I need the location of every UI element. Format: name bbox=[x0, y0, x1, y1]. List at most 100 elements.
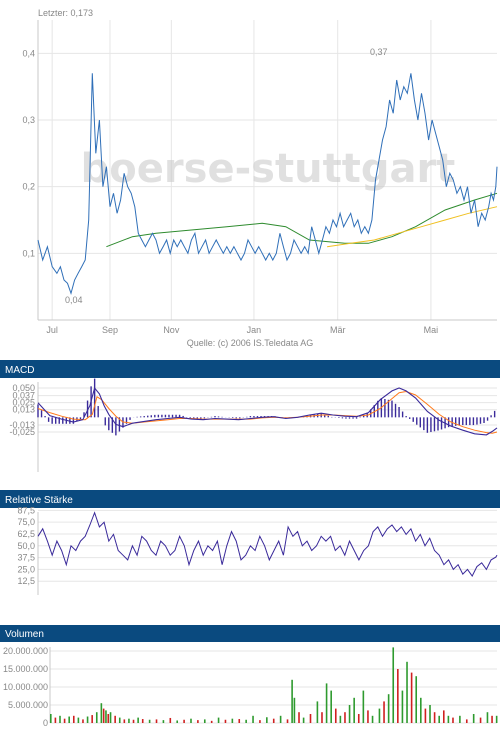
ma_short-line bbox=[327, 206, 498, 248]
volume-bar bbox=[86, 716, 89, 723]
volume-tick-label: 20.000.000 bbox=[3, 646, 48, 656]
rsi-title: Relative Stärke bbox=[5, 495, 73, 506]
volume-bar bbox=[447, 715, 450, 723]
watermark: boerse-stuttgart bbox=[81, 146, 456, 192]
volume-bar bbox=[392, 647, 395, 723]
volume-bar bbox=[378, 708, 381, 723]
volume-bar bbox=[197, 720, 199, 723]
price-y-tick-label: 0,4 bbox=[22, 48, 35, 58]
volume-bar bbox=[486, 712, 489, 723]
volume-bar bbox=[424, 708, 427, 723]
rsi-chart: Relative Stärke 87,5 75,0 62,5 50,0 37,525,0… bbox=[0, 490, 500, 595]
price-y-tick-label: 0,2 bbox=[22, 182, 35, 192]
volume-bar bbox=[452, 717, 454, 723]
volume-bar bbox=[348, 705, 351, 723]
volume-bar bbox=[266, 717, 268, 723]
rsi-y-tick-label: 75,0 bbox=[17, 517, 35, 527]
volume-bar bbox=[72, 715, 75, 723]
volume-bar bbox=[479, 717, 482, 723]
signal-line bbox=[37, 390, 498, 434]
volume-bar bbox=[491, 715, 493, 723]
price-series bbox=[37, 73, 498, 295]
macd-title: MACD bbox=[5, 365, 34, 376]
macd-y-tick-label: -0,025 bbox=[9, 427, 35, 437]
volume-bar bbox=[183, 719, 185, 723]
volume-bar bbox=[59, 715, 61, 723]
macd-series bbox=[37, 378, 498, 436]
volume-bar bbox=[334, 708, 337, 723]
volume-chart: Volumen 20.000.000 15.000.000 10.000.000 5.… bbox=[0, 625, 500, 728]
volume-bar bbox=[383, 701, 385, 723]
price-y-tick-label: 0,1 bbox=[22, 248, 35, 258]
volume-bar bbox=[100, 703, 103, 723]
volume-bar bbox=[102, 708, 105, 723]
price-line bbox=[37, 73, 498, 295]
volume-bar bbox=[459, 715, 461, 723]
rsi-y-tick-label: 87,5 bbox=[17, 505, 35, 515]
min-price-label: 0,04 bbox=[65, 295, 83, 305]
macd-y-tick-label: 0,013 bbox=[12, 405, 35, 415]
volume-bar bbox=[107, 714, 110, 723]
volume-bar bbox=[217, 717, 220, 723]
month-tick-label: Sep bbox=[102, 325, 118, 335]
volume-bar bbox=[433, 712, 436, 723]
volume-bar bbox=[293, 697, 296, 723]
rsi-y-tick-label: 25,0 bbox=[17, 564, 35, 574]
price-x-axis: Jul Sep Nov Jan Mär Mai bbox=[46, 325, 438, 335]
volume-bar bbox=[190, 718, 192, 723]
rsi-y-tick-label: 50,0 bbox=[17, 541, 35, 551]
volume-bar bbox=[465, 719, 468, 723]
macd-y-tick-label: -0,013 bbox=[9, 420, 35, 430]
volume-bar bbox=[415, 676, 418, 723]
source-label: Quelle: (c) 2006 IS.Teledata AG bbox=[187, 338, 314, 348]
volume-bar bbox=[118, 717, 121, 723]
volume-bar bbox=[210, 720, 213, 723]
volume-bar bbox=[420, 697, 422, 723]
volume-bar bbox=[291, 679, 293, 723]
price-chart: Letzter: 0,173 0,1 0,2 0,3 0,4 boerse-stutt… bbox=[22, 8, 498, 348]
volume-bar bbox=[82, 719, 84, 723]
volume-bar bbox=[339, 715, 342, 723]
volume-bar bbox=[137, 717, 139, 723]
last-price-label: Letzter: 0,173 bbox=[38, 8, 93, 18]
volume-bar bbox=[91, 715, 93, 723]
volume-bar bbox=[162, 720, 165, 723]
rsi-y-tick-label: 12,5 bbox=[17, 576, 35, 586]
volume-bar bbox=[238, 719, 241, 723]
volume-bar bbox=[176, 720, 179, 723]
volume-bar bbox=[231, 718, 234, 723]
volume-bar bbox=[128, 718, 130, 723]
volume-bar bbox=[302, 717, 305, 723]
month-tick-label: Jul bbox=[46, 325, 58, 335]
volume-bar bbox=[123, 719, 126, 723]
volume-bar bbox=[105, 710, 107, 723]
volume-tick-label: 15.000.000 bbox=[3, 664, 48, 674]
volume-tick-label: 10.000.000 bbox=[3, 682, 48, 692]
volume-bar bbox=[429, 705, 431, 723]
volume-header bbox=[0, 625, 500, 642]
volume-bar bbox=[286, 719, 289, 723]
volume-tick-label: 0 bbox=[43, 718, 48, 728]
volume-bar bbox=[148, 719, 151, 723]
macd-line bbox=[37, 386, 498, 436]
volume-bar bbox=[77, 717, 80, 723]
macd-y-tick-label: 0,037 bbox=[12, 391, 35, 401]
volume-bar bbox=[362, 690, 365, 723]
volume-bar bbox=[68, 716, 70, 723]
volume-bar bbox=[63, 718, 66, 723]
volume-bar bbox=[316, 701, 319, 723]
volume-bar bbox=[472, 714, 475, 723]
volume-bar bbox=[397, 669, 399, 723]
volume-bar bbox=[252, 715, 254, 723]
volume-bar bbox=[203, 719, 206, 723]
volume-bar bbox=[279, 715, 282, 723]
volume-bar bbox=[495, 715, 498, 723]
volume-bar bbox=[155, 719, 158, 723]
volume-bar bbox=[141, 719, 144, 723]
volume-title: Volumen bbox=[5, 629, 44, 640]
volume-tick-label: 5.000.000 bbox=[8, 700, 48, 710]
volume-bar bbox=[321, 712, 323, 723]
volume-bar bbox=[371, 715, 374, 723]
